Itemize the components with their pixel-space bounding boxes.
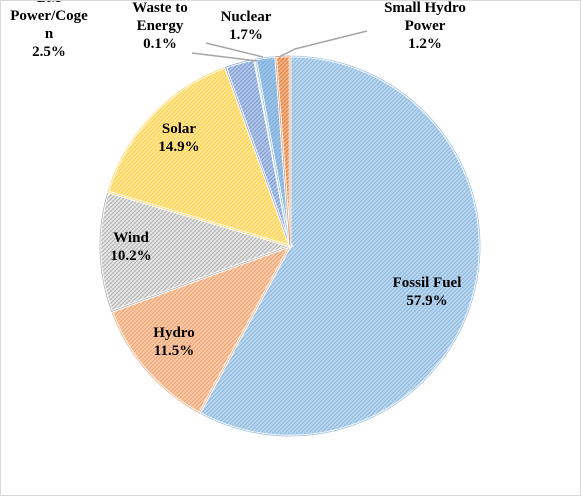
leader-line xyxy=(191,52,258,62)
data-label-small-hydro-power: Small Hydro Power 1.2% xyxy=(384,1,466,52)
pie-slice-outline xyxy=(275,55,291,247)
pie-slice-outline xyxy=(99,191,292,312)
data-label-fossil-fuel: Fossil Fuel 57.9% xyxy=(393,275,462,309)
pie-slice-outline xyxy=(107,66,291,247)
leader-line xyxy=(205,42,264,58)
data-label-solar: Solar 14.9% xyxy=(158,121,199,155)
data-label-hydro: Hydro 11.5% xyxy=(153,325,194,359)
leader-line xyxy=(278,30,368,58)
data-label-wind: Wind 10.2% xyxy=(110,230,151,264)
data-label-waste-to-energy: Waste to Energy 0.1% xyxy=(132,1,187,52)
pie-slice-outline xyxy=(198,55,481,437)
pie-slice-outline xyxy=(111,245,291,414)
data-label-nuclear: Nuclear 1.7% xyxy=(221,9,272,43)
